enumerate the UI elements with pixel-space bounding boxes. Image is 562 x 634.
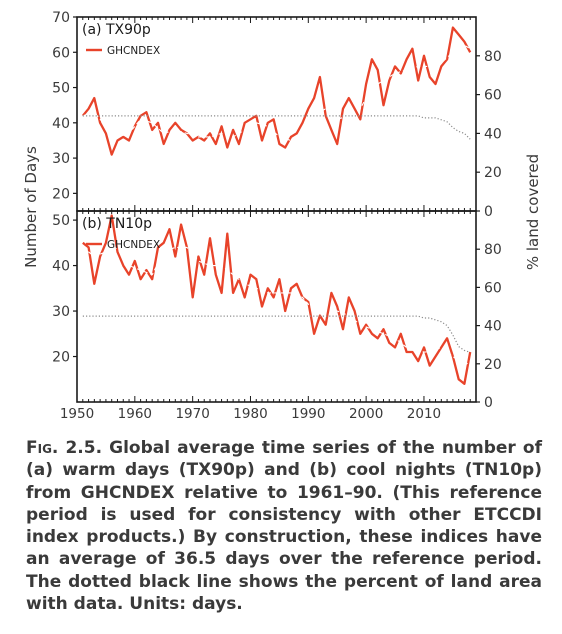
panel-b-y2-tick-label: 80 <box>484 242 502 258</box>
panel-b-frame <box>76 210 477 403</box>
right-y-axis-label: % land covered <box>524 154 542 270</box>
panel-b-legend-label: GHCNDEX <box>107 239 160 251</box>
figure-caption-label: Fig. 2.5. <box>26 438 103 458</box>
panel-a-y2-tick-label: 20 <box>484 165 502 181</box>
x-tick-label: 2010 <box>407 406 441 422</box>
panel-a: 20 30 40 50 60 70 0 20 40 60 80 (a) TX90p GHCNDEX <box>52 10 502 220</box>
panel-b-smoothed-line <box>82 246 471 367</box>
x-axis-tick-labels: 1950 1960 1970 1980 1990 2000 2010 <box>60 406 441 422</box>
panel-a-land-coverage-line <box>82 115 471 140</box>
figure-caption: Fig. 2.5. Global average time series of … <box>26 437 542 615</box>
panel-a-ghcndex-line <box>81 26 472 156</box>
panel-a-y-tick-label: 30 <box>52 151 70 167</box>
panel-b-title: (b) TN10p <box>82 216 152 232</box>
panel-a-y2-tick-label: 0 <box>484 204 493 220</box>
panel-b-y2-tick-label: 0 <box>484 395 493 411</box>
panel-b-y-tick-label: 50 <box>52 213 70 229</box>
panel-b-y2-tick-label: 60 <box>484 280 502 296</box>
panel-a-y-tick-label: 20 <box>52 186 70 202</box>
figure: Number of Days % land covered 20 30 40 50 60… <box>22 10 542 422</box>
panel-b: 20 30 40 50 0 20 40 60 80 (b) TN10p GHCNDEX <box>52 210 502 411</box>
panel-b-y-tick-label: 20 <box>52 350 70 366</box>
panel-a-legend-label: GHCNDEX <box>107 45 160 57</box>
panel-b-land-coverage-line <box>82 315 471 353</box>
panel-a-legend: GHCNDEX <box>86 45 160 57</box>
panel-a-y-tick-label: 50 <box>52 81 70 97</box>
panel-b-legend: GHCNDEX <box>86 239 160 251</box>
panel-b-y-tick-label: 40 <box>52 259 70 275</box>
x-tick-label: 1980 <box>233 406 267 422</box>
x-tick-label: 1970 <box>175 406 209 422</box>
panel-a-y-tick-label: 40 <box>52 116 70 132</box>
panel-a-title: (a) TX90p <box>82 22 151 38</box>
panel-b-y2-tick-label: 40 <box>484 319 502 335</box>
panel-a-y-tick-label: 70 <box>52 10 70 26</box>
panel-a-y2-tick-label: 60 <box>484 88 502 104</box>
panel-a-smoothed-line <box>82 44 471 142</box>
figure-caption-text: Global average time series of the number… <box>26 438 542 615</box>
panel-b-ghcndex-line <box>82 214 472 385</box>
x-tick-label: 1990 <box>291 406 325 422</box>
panel-a-y-tick-label: 60 <box>52 45 70 61</box>
panel-a-y2-tick-label: 40 <box>484 126 502 142</box>
panel-a-y2-tick-label: 80 <box>484 49 502 65</box>
x-tick-label: 1960 <box>118 406 152 422</box>
x-tick-label: 2000 <box>349 406 383 422</box>
x-tick-label: 1950 <box>60 406 94 422</box>
panel-b-y2-tick-label: 20 <box>484 357 502 373</box>
panel-b-y-tick-label: 30 <box>52 304 70 320</box>
left-y-axis-label: Number of Days <box>22 146 40 268</box>
